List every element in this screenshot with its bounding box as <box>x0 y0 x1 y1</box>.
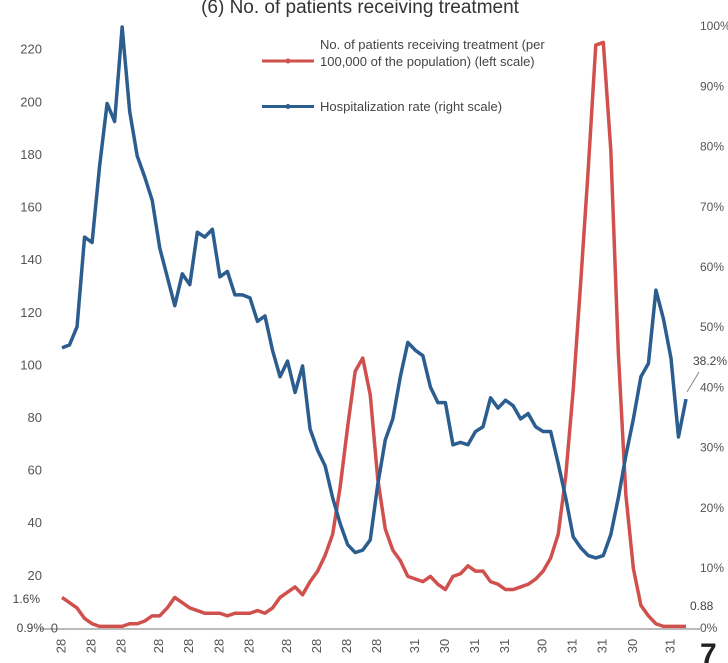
x-tick-label: 31 <box>595 639 610 653</box>
y2-tick-label: 30% <box>700 441 724 455</box>
y-tick-label: 100 <box>20 357 42 372</box>
y-tick-label: 60 <box>28 463 42 478</box>
series-line <box>61 25 688 560</box>
annotation: 38.2% <box>693 354 727 368</box>
y-tick-label: 0 <box>51 620 58 635</box>
annotation: 7 <box>700 638 717 663</box>
x-tick-label: 28 <box>151 639 166 653</box>
x-tick-label: 28 <box>369 639 384 653</box>
annotation: 0.9% <box>17 621 45 635</box>
y2-tick-label: 20% <box>700 501 724 515</box>
x-tick-label: 28 <box>339 639 354 653</box>
x-tick-label: 30 <box>625 639 640 653</box>
x-tick-label: 31 <box>407 639 422 653</box>
chart-title: (6) No. of patients receiving treatment <box>201 0 520 18</box>
y-tick-label: 160 <box>20 200 42 215</box>
series-line <box>60 40 686 629</box>
y-tick-label: 120 <box>20 305 42 320</box>
y2-tick-label: 40% <box>700 380 724 394</box>
x-tick-label: 30 <box>437 639 452 653</box>
y2-tick-label: 60% <box>700 260 724 274</box>
annotation: 1.6% <box>13 592 41 606</box>
y2-tick-label: 70% <box>700 200 724 214</box>
y2-tick-label: 80% <box>700 140 724 154</box>
x-tick-label: 28 <box>211 639 226 653</box>
x-tick-label: 28 <box>241 639 256 653</box>
x-tick-label: 31 <box>467 639 482 653</box>
x-tick-label: 28 <box>84 639 99 653</box>
y-tick-label: 220 <box>20 42 42 57</box>
x-tick-label: 28 <box>53 639 68 653</box>
x-tick-label: 28 <box>309 639 324 653</box>
x-tick-label: 28 <box>114 639 129 653</box>
annotation-leader <box>686 371 700 393</box>
legend-label: Hospitalization rate (right scale) <box>320 99 503 114</box>
annotation: 0.88 <box>690 599 714 613</box>
y2-tick-label: 10% <box>700 561 724 575</box>
y2-tick-label: 100% <box>700 19 728 33</box>
x-tick-label: 31 <box>565 639 580 653</box>
y-tick-label: 180 <box>20 147 42 162</box>
x-tick-label: 28 <box>181 639 196 653</box>
legend-marker <box>285 58 291 64</box>
y-tick-label: 80 <box>28 410 42 425</box>
y-tick-label: 200 <box>20 94 42 109</box>
x-tick-label: 28 <box>279 639 294 653</box>
y2-tick-label: 50% <box>700 320 724 334</box>
legend-marker <box>285 104 291 109</box>
y-tick-label: 20 <box>28 568 42 583</box>
y-tick-label: 140 <box>20 252 42 267</box>
x-tick-label: 30 <box>535 639 550 653</box>
x-tick-label: 31 <box>662 639 677 653</box>
x-tick-label: 31 <box>497 639 512 653</box>
y2-tick-label: 90% <box>700 79 724 93</box>
legend-label: No. of patients receiving treatment (per… <box>320 37 545 69</box>
y2-tick-label: 0% <box>700 621 718 635</box>
y-tick-label: 40 <box>28 515 42 530</box>
